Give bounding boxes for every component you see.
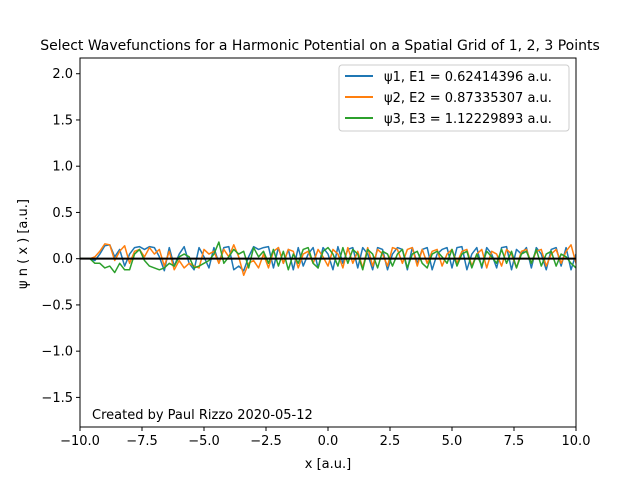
legend-box [338,64,570,132]
legend: ψ1, E1 = 0.62414396 a.u. ψ2, E2 = 0.87335… [338,64,570,132]
y-tick-label: 0.0 [52,252,73,267]
y-tick-label: 0.5 [52,206,73,221]
y-tick-label: −0.5 [41,298,73,313]
x-tick-label: −7.5 [126,434,158,449]
y-tick-label: −1.5 [41,391,73,406]
credit-annotation: Created by Paul Rizzo 2020-05-12 [92,408,313,423]
y-tick-label: 1.5 [52,113,73,128]
y-tick-label: 2.0 [52,67,73,82]
y-tick-label: −1.0 [41,345,73,360]
chart-title: Select Wavefunctions for a Harmonic Pote… [40,38,600,54]
series-line-psi2 [80,243,576,277]
x-axis-label: x [a.u.] [305,457,351,472]
legend-label-psi3: ψ3, E3 = 1.12229893 a.u. [384,112,552,127]
x-tick-label: 5.0 [442,434,463,449]
x-tick-label: −2.5 [250,434,282,449]
y-tick-label: 1.0 [52,160,73,175]
x-tick-label: −5.0 [188,434,220,449]
x-tick-label: −10.0 [60,434,100,449]
legend-label-psi1: ψ1, E1 = 0.62414396 a.u. [384,70,552,85]
legend-label-psi2: ψ2, E2 = 0.87335307 a.u. [384,91,552,106]
x-tick-label: 0.0 [318,434,339,449]
y-axis-label: ψ n ( x ) [a.u.] [16,199,31,289]
x-tick-label: 7.5 [504,434,525,449]
x-tick-label: 10.0 [562,434,591,449]
x-tick-label: 2.5 [380,434,401,449]
